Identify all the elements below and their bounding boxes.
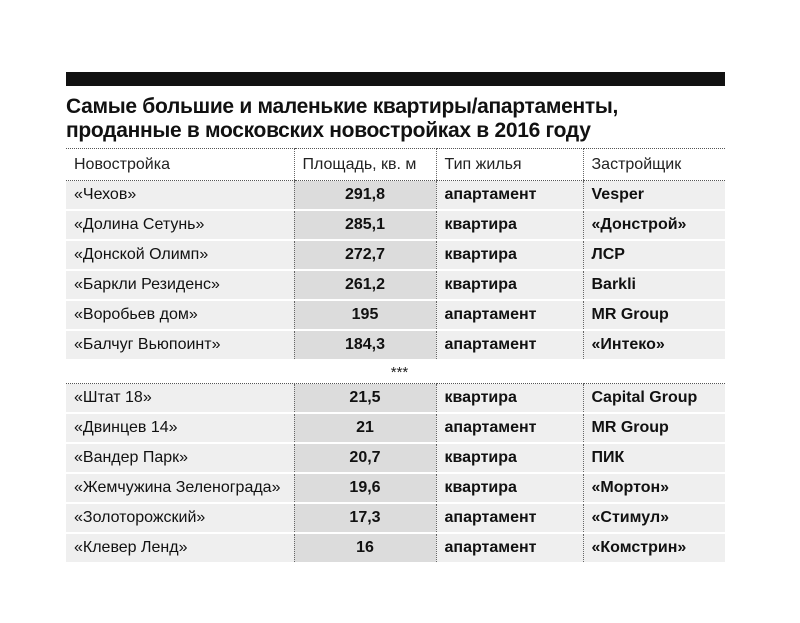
cell-developer: ЛСР [582, 240, 725, 271]
title-line-2: проданные в московских новостройках в 20… [66, 119, 591, 142]
cell-housing-type: квартира [435, 270, 583, 301]
cell-housing-type: апартамент [435, 180, 583, 211]
cell-housing-type: апартамент [435, 503, 583, 534]
cell-complex-name: «Донской Олимп» [66, 240, 294, 271]
cell-complex-name: «Золоторожский» [66, 503, 294, 534]
cell-complex-name: «Клевер Ленд» [66, 533, 294, 564]
cell-complex-name: «Баркли Резиденс» [66, 270, 294, 301]
cell-area: 21 [293, 413, 436, 444]
title-line-1: Самые большие и маленькие квартиры/апарт… [66, 95, 619, 118]
cell-area: 17,3 [293, 503, 436, 534]
cell-developer: MR Group [582, 413, 725, 444]
cell-housing-type: апартамент [435, 300, 583, 331]
table-row: «Донской Олимп» 272,7 квартира ЛСР [66, 240, 725, 271]
table-row: «Долина Сетунь» 285,1 квартира «Донстрой» [66, 210, 725, 241]
cell-area: 16 [293, 533, 436, 564]
cell-housing-type: квартира [435, 473, 583, 504]
column-header-area: Площадь, кв. м [293, 148, 436, 181]
table-row: «Двинцев 14» 21 апартамент MR Group [66, 413, 725, 444]
cell-housing-type: квартира [435, 240, 583, 271]
table-row: «Чехов» 291,8 апартамент Vesper [66, 180, 725, 211]
cell-developer: MR Group [582, 300, 725, 331]
cell-complex-name: «Чехов» [66, 180, 294, 211]
table-row: «Жемчужина Зеленограда» 19,6 квартира «Морт… [66, 473, 725, 504]
cell-complex-name: «Вандер Парк» [66, 443, 294, 474]
column-header-developer: Застройщик [582, 148, 725, 181]
cell-complex-name: «Долина Сетунь» [66, 210, 294, 241]
table-row: «Баркли Резиденс» 261,2 квартира Barkli [66, 270, 725, 301]
cell-area: 20,7 [293, 443, 436, 474]
table-header-row: Новостройка Площадь, кв. м Тип жилья Зас… [66, 148, 725, 181]
cell-area: 21,5 [293, 383, 436, 414]
section-separator: *** [66, 359, 725, 384]
cell-complex-name: «Воробьев дом» [66, 300, 294, 331]
cell-area: 285,1 [293, 210, 436, 241]
table-row: «Штат 18» 21,5 квартира Capital Group [66, 383, 725, 414]
table-row: «Балчуг Вьюпоинт» 184,3 апартамент «Интеко» [66, 330, 725, 361]
cell-complex-name: «Двинцев 14» [66, 413, 294, 444]
cell-area: 195 [293, 300, 436, 331]
cell-housing-type: апартамент [435, 533, 583, 564]
smallest-section: «Штат 18» 21,5 квартира Capital Group «Двинц… [66, 383, 725, 564]
largest-section: «Чехов» 291,8 апартамент Vesper «Долина Сету… [66, 180, 725, 361]
cell-housing-type: квартира [435, 383, 583, 414]
cell-developer: ПИК [582, 443, 725, 474]
table-row: «Клевер Ленд» 16 апартамент «Комстрин» [66, 533, 725, 564]
cell-complex-name: «Балчуг Вьюпоинт» [66, 330, 294, 361]
cell-developer: Capital Group [582, 383, 725, 414]
column-header-type: Тип жилья [435, 148, 583, 181]
table-row: «Воробьев дом» 195 апартамент MR Group [66, 300, 725, 331]
column-header-complex: Новостройка [66, 148, 294, 181]
apartments-table: Новостройка Площадь, кв. м Тип жилья Зас… [66, 148, 725, 564]
cell-complex-name: «Жемчужина Зеленограда» [66, 473, 294, 504]
top-rule [66, 72, 725, 86]
cell-housing-type: апартамент [435, 330, 583, 361]
cell-developer: Vesper [582, 180, 725, 211]
cell-area: 19,6 [293, 473, 436, 504]
separator-stars: *** [66, 359, 725, 384]
page-title: Самые большие и маленькие квартиры/апарт… [66, 95, 746, 143]
table-row: «Вандер Парк» 20,7 квартира ПИК [66, 443, 725, 474]
cell-developer: Barkli [582, 270, 725, 301]
cell-developer: «Стимул» [582, 503, 725, 534]
cell-housing-type: апартамент [435, 413, 583, 444]
cell-housing-type: квартира [435, 443, 583, 474]
cell-area: 261,2 [293, 270, 436, 301]
table-row: «Золоторожский» 17,3 апартамент «Стимул» [66, 503, 725, 534]
cell-area: 184,3 [293, 330, 436, 361]
cell-developer: «Мортон» [582, 473, 725, 504]
cell-housing-type: квартира [435, 210, 583, 241]
cell-developer: «Интеко» [582, 330, 725, 361]
cell-developer: «Донстрой» [582, 210, 725, 241]
cell-developer: «Комстрин» [582, 533, 725, 564]
cell-complex-name: «Штат 18» [66, 383, 294, 414]
cell-area: 272,7 [293, 240, 436, 271]
cell-area: 291,8 [293, 180, 436, 211]
